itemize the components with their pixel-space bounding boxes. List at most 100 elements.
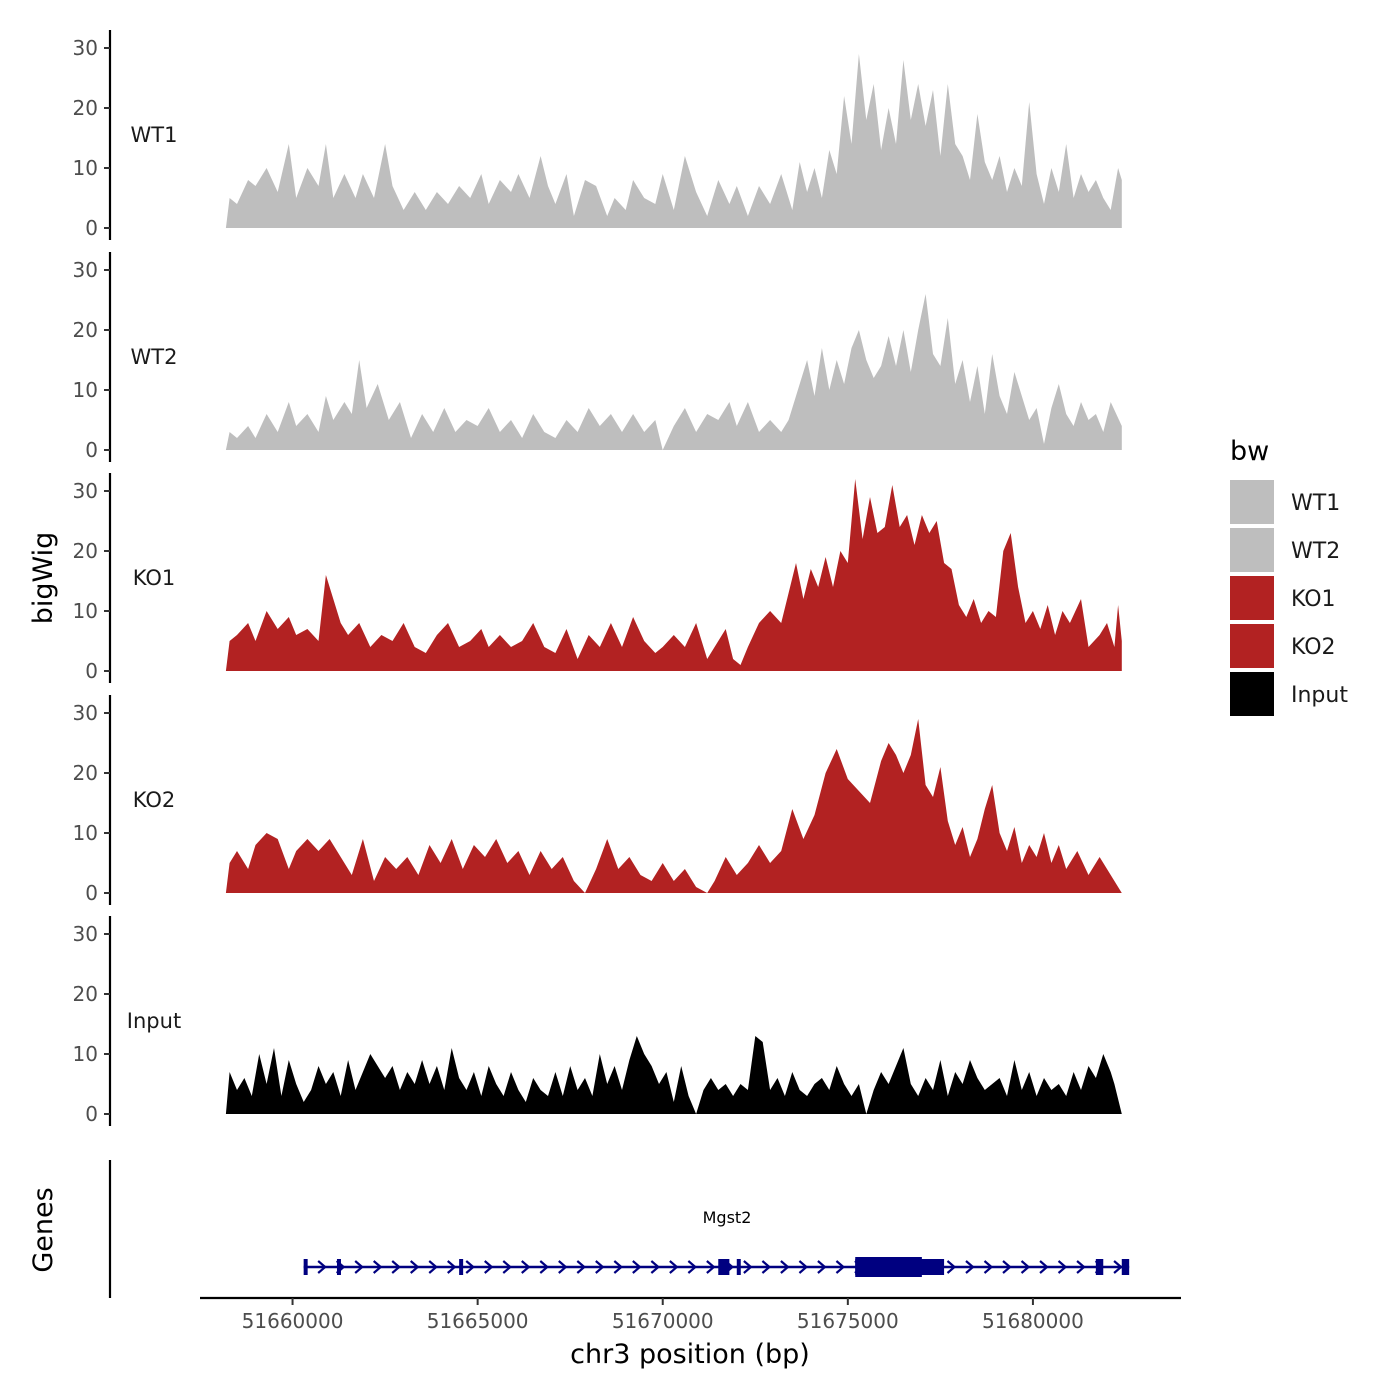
y-tick-label: 0 xyxy=(85,659,98,683)
y-tick-label: 30 xyxy=(73,701,98,725)
legend-label-ko2: KO2 xyxy=(1291,635,1336,660)
gene-track-title: Genes xyxy=(28,1187,59,1272)
x-tick-label: 51665000 xyxy=(427,1309,529,1333)
gene-exon xyxy=(1121,1259,1130,1275)
legend-label-input: Input xyxy=(1291,683,1348,708)
y-tick-label: 20 xyxy=(73,761,98,785)
strand-arrow-icon xyxy=(1020,1260,1031,1274)
gene-exon xyxy=(303,1259,308,1275)
gene-exon xyxy=(336,1259,341,1275)
y-tick-label: 10 xyxy=(73,599,98,623)
strand-arrow-icon xyxy=(983,1260,994,1274)
y-tick-label: 10 xyxy=(73,1042,98,1066)
strand-arrow-icon xyxy=(632,1260,642,1274)
legend-swatch-input xyxy=(1230,672,1274,716)
y-tick-label: 30 xyxy=(73,479,98,503)
legend: bw WT1 WT2 KO1 KO2 Input xyxy=(1230,436,1348,716)
y-tick-label: 10 xyxy=(73,378,98,402)
y-tick-label: 10 xyxy=(73,821,98,845)
strand-arrow-icon xyxy=(1076,1260,1086,1274)
strand-arrow-icon xyxy=(817,1260,827,1274)
strand-arrow-icon xyxy=(465,1260,475,1274)
strand-arrow-icon xyxy=(1057,1260,1068,1274)
strand-arrow-icon xyxy=(576,1260,586,1274)
strand-arrow-icon xyxy=(391,1260,401,1274)
x-tick-label: 51675000 xyxy=(797,1309,899,1333)
gene-track: Mgst2 xyxy=(108,1160,1130,1298)
strand-arrow-icon xyxy=(484,1260,494,1274)
x-axis: 51660000 51665000 51670000 51675000 51680000 xyxy=(200,1296,1181,1333)
y-tick-label: 30 xyxy=(73,922,98,946)
strand-arrow-icon xyxy=(1113,1260,1123,1274)
coverage-tracks: 0 10 20 30 WT1 0 10 20 30 WT2 0 10 20 30 KO1 0 10 20 30 KO2… xyxy=(73,30,1122,1126)
strand-arrow-icon xyxy=(743,1260,753,1274)
coverage-area-input xyxy=(225,1036,1122,1114)
legend-swatch-wt2 xyxy=(1230,528,1274,572)
track-label: KO1 xyxy=(133,566,176,590)
y-tick-label: 0 xyxy=(85,881,98,905)
y-tick-label: 20 xyxy=(73,539,98,563)
y-tick-label: 30 xyxy=(73,36,98,60)
legend-title: bw xyxy=(1230,436,1269,467)
track-panel-ko2: 0 10 20 30 KO2 xyxy=(73,695,1122,905)
gene-exon xyxy=(718,1259,730,1275)
strand-arrow-icon xyxy=(761,1260,772,1274)
x-axis-title: chr3 position (bp) xyxy=(570,1339,810,1370)
y-tick-label: 30 xyxy=(73,258,98,282)
strand-arrow-icon xyxy=(558,1260,568,1274)
legend-label-wt2: WT2 xyxy=(1291,539,1340,564)
coverage-area-ko1 xyxy=(225,479,1122,671)
coverage-area-ko2 xyxy=(225,719,1122,893)
strand-arrow-icon xyxy=(354,1260,364,1274)
y-tick-label: 20 xyxy=(73,318,98,342)
gene-exon xyxy=(459,1259,464,1275)
x-tick-label: 51660000 xyxy=(242,1309,344,1333)
y-tick-label: 20 xyxy=(73,96,98,120)
track-panel-wt1: 0 10 20 30 WT1 xyxy=(73,30,1122,240)
strand-arrow-icon xyxy=(317,1260,327,1274)
legend-label-wt1: WT1 xyxy=(1291,491,1340,516)
strand-arrow-icon xyxy=(595,1260,605,1274)
strand-arrow-icon xyxy=(798,1260,809,1274)
track-label: Input xyxy=(127,1009,181,1033)
legend-swatch-wt1 xyxy=(1230,480,1274,524)
gene-exon xyxy=(1095,1259,1104,1275)
strand-arrow-icon xyxy=(1039,1260,1049,1274)
gene-name-label: Mgst2 xyxy=(703,1208,752,1227)
y-tick-label: 0 xyxy=(85,438,98,462)
y-tick-label: 10 xyxy=(73,156,98,180)
strand-arrow-icon xyxy=(372,1260,383,1274)
strand-arrow-icon xyxy=(650,1260,661,1274)
y-tick-label: 0 xyxy=(85,216,98,240)
gene-exon xyxy=(736,1259,741,1275)
strand-arrow-icon xyxy=(835,1260,846,1274)
coverage-area-wt2 xyxy=(225,294,1122,450)
strand-arrow-icon xyxy=(687,1260,698,1274)
strand-arrow-icon xyxy=(447,1260,457,1274)
gene-coding-block xyxy=(855,1257,922,1277)
strand-arrow-icon xyxy=(780,1260,790,1274)
strand-arrow-icon xyxy=(1002,1260,1012,1274)
track-label: WT2 xyxy=(131,345,178,369)
legend-swatch-ko1 xyxy=(1230,576,1274,620)
strand-arrow-icon xyxy=(428,1260,438,1274)
track-panel-ko1: 0 10 20 30 KO1 xyxy=(73,473,1122,683)
strand-arrow-icon xyxy=(613,1260,624,1274)
strand-arrow-icon xyxy=(521,1260,531,1274)
y-tick-label: 20 xyxy=(73,982,98,1006)
y-axis-title: bigWig xyxy=(28,532,59,625)
legend-label-ko1: KO1 xyxy=(1291,587,1336,612)
track-panel-wt2: 0 10 20 30 WT2 xyxy=(73,252,1122,462)
legend-swatch-ko2 xyxy=(1230,624,1274,668)
x-tick-label: 51680000 xyxy=(982,1309,1084,1333)
strand-arrow-icon xyxy=(502,1260,512,1274)
track-label: KO2 xyxy=(133,788,176,812)
strand-arrow-icon xyxy=(706,1260,716,1274)
strand-arrow-icon xyxy=(539,1260,549,1274)
strand-arrow-icon xyxy=(409,1260,420,1274)
track-panel-input: 0 10 20 30 Input xyxy=(73,916,1122,1126)
strand-arrow-icon xyxy=(965,1260,975,1274)
strand-arrow-icon xyxy=(669,1260,679,1274)
strand-arrow-icon xyxy=(946,1260,957,1274)
